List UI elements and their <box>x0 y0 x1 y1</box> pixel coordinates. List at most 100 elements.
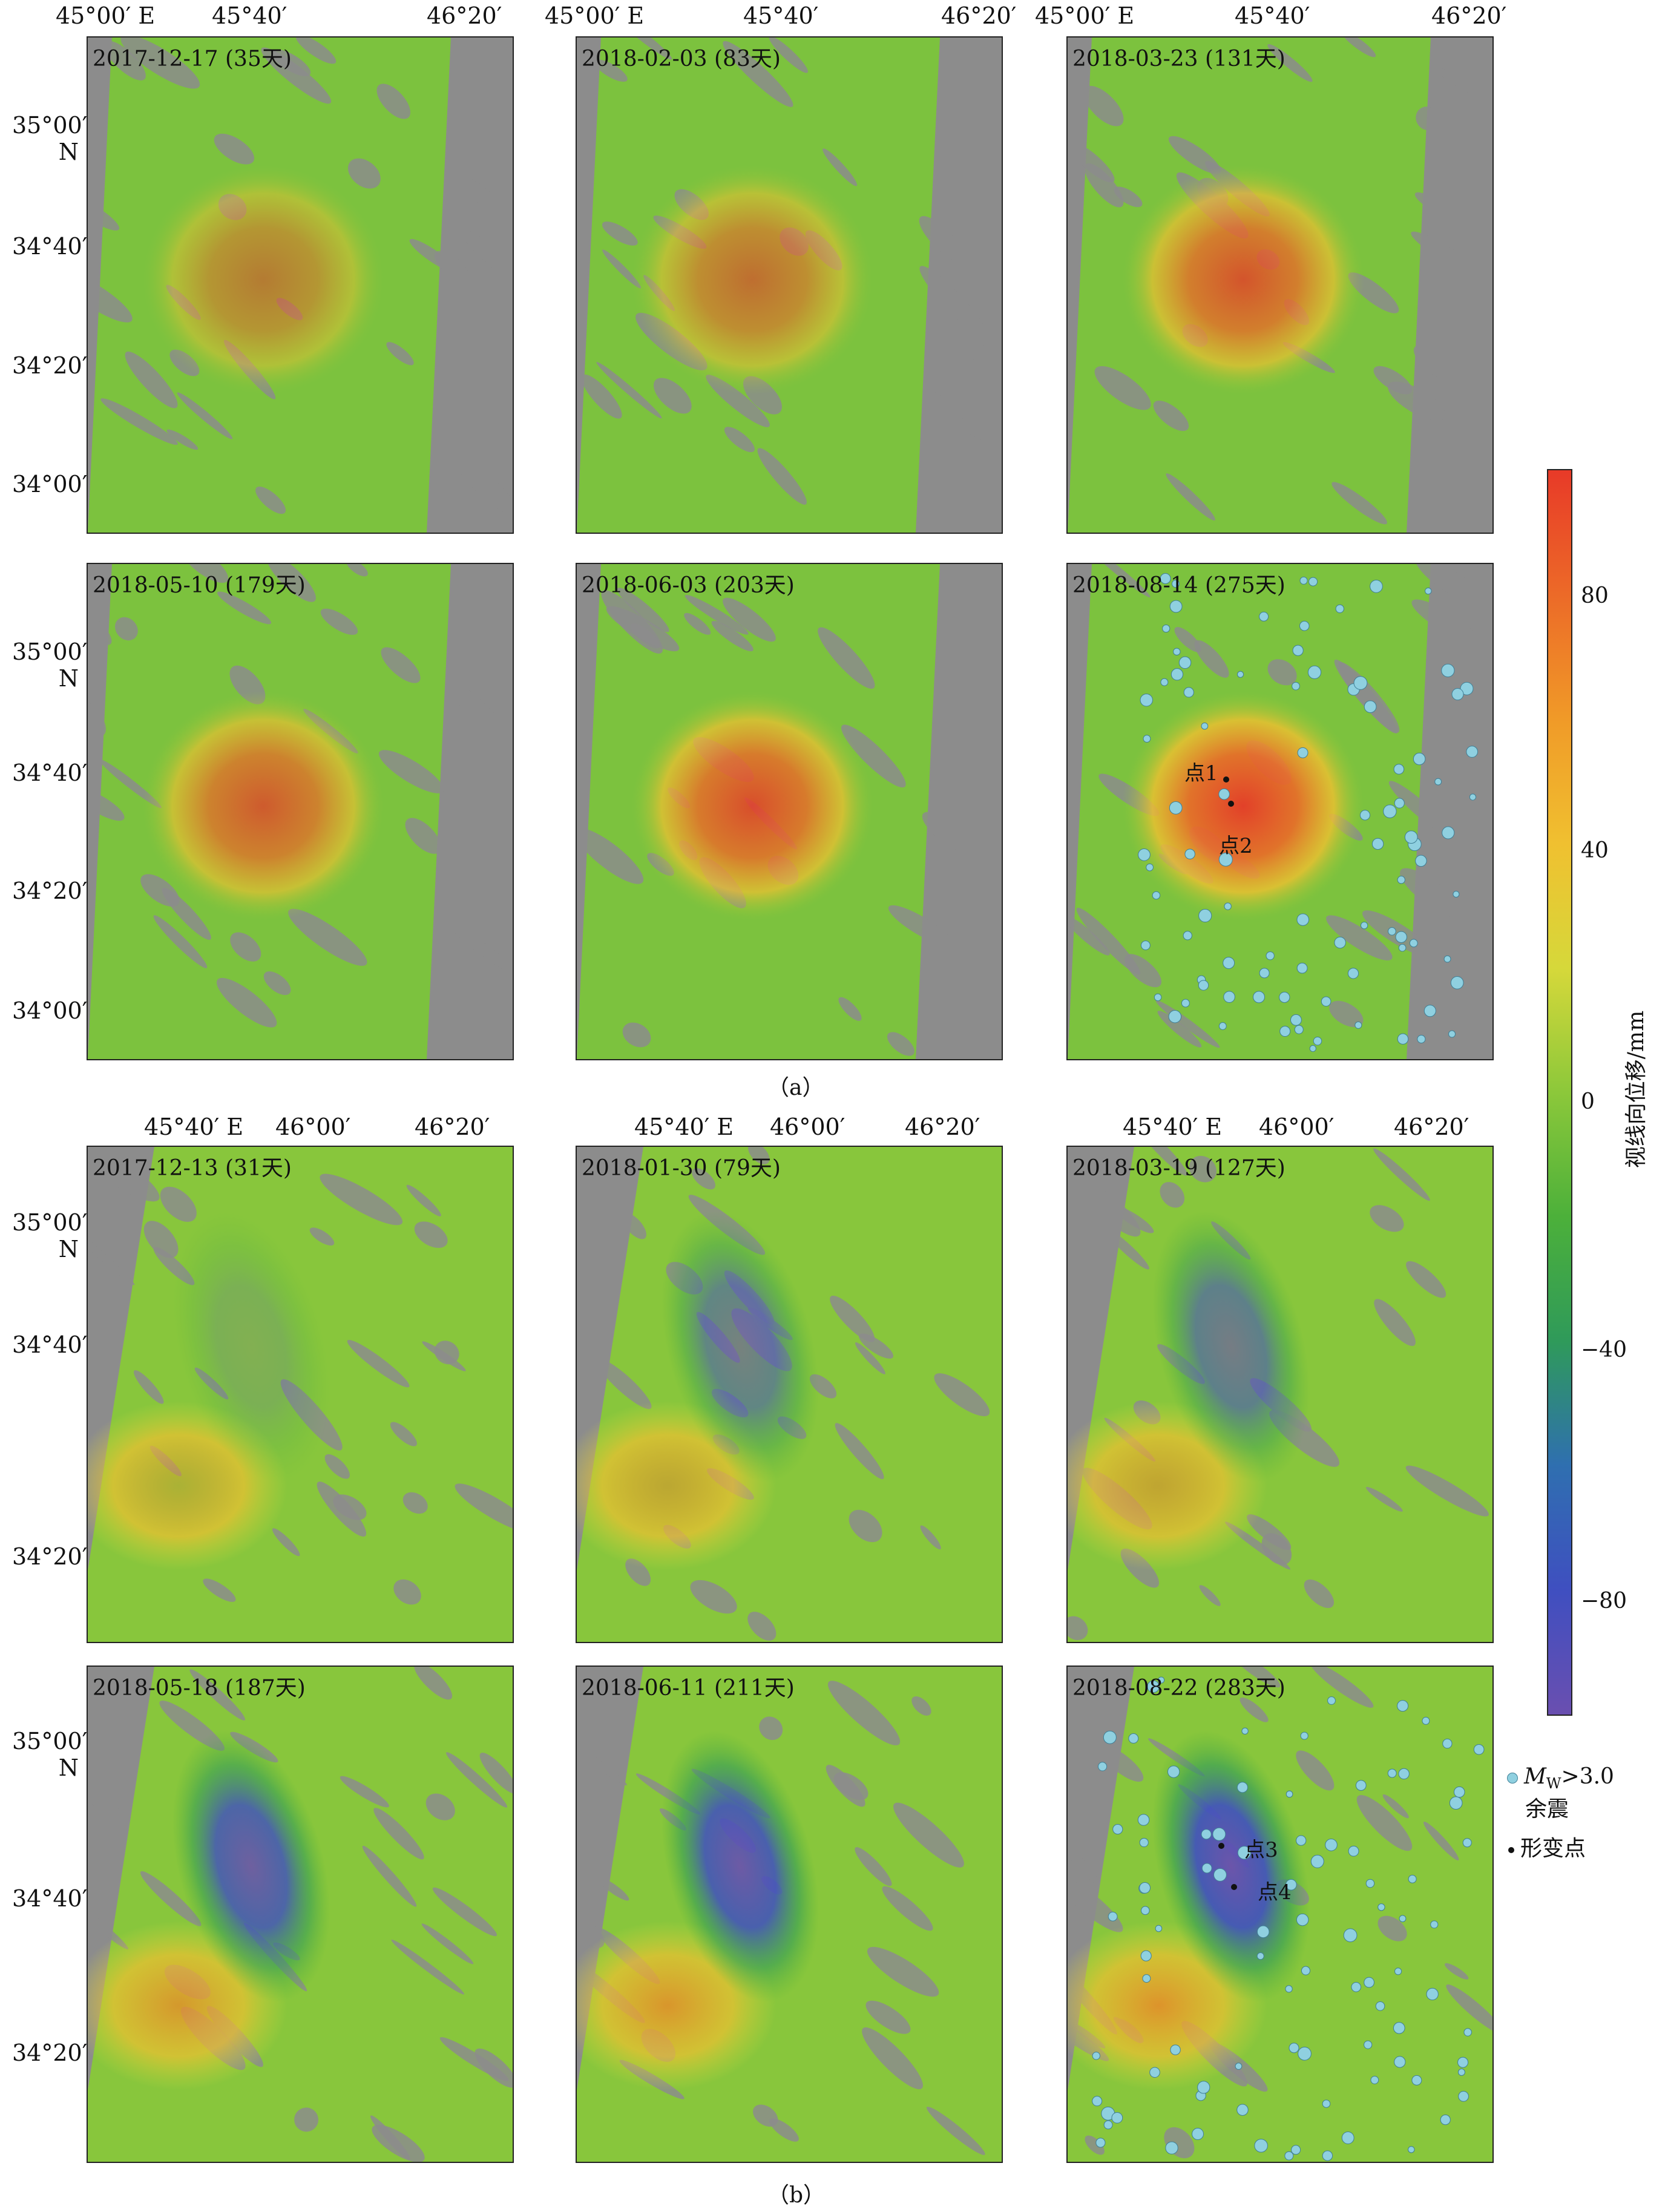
aftershock-marker <box>1152 891 1161 900</box>
no-data-patch <box>862 2027 923 2090</box>
deformation-point-marker <box>1223 776 1229 783</box>
aftershock-marker <box>1236 671 1244 678</box>
aftershock-marker <box>1393 2022 1405 2034</box>
aftershock-marker <box>1218 852 1233 867</box>
no-data-patch <box>1068 1877 1123 1932</box>
no-data-patch <box>928 376 952 398</box>
aftershock-marker <box>1289 2043 1299 2053</box>
no-data-patch <box>1405 1465 1489 1517</box>
aftershock-marker <box>1370 580 1383 593</box>
no-data-patch <box>153 915 208 968</box>
aftershock-marker <box>1160 573 1171 584</box>
no-data-patch <box>1068 1837 1100 1885</box>
panel-date-label: 2018-02-03 (83天) <box>582 47 781 71</box>
no-data-patch <box>120 38 200 89</box>
lon-label-a-r1-c3-1: 45°00′ E <box>1035 2 1135 29</box>
no-data-patch <box>1153 400 1189 432</box>
aftershock-marker <box>1360 921 1368 930</box>
aftershock-marker <box>1213 1868 1227 1882</box>
aftershock-marker <box>1092 2096 1103 2107</box>
no-data-patch <box>1068 1616 1088 1641</box>
no-data-patch <box>919 216 964 262</box>
aftershock-marker <box>1198 980 1209 991</box>
no-data-patch <box>479 1753 513 1794</box>
deformation-map <box>88 1667 513 2162</box>
aftershock-marker <box>1279 1026 1291 1037</box>
aftershock-marker <box>1140 940 1151 951</box>
aftershock-marker <box>1201 1863 1212 1874</box>
colorbar-tick-80: 80 <box>1581 583 1609 608</box>
aftershock-marker <box>1365 1879 1375 1888</box>
subsidence-lobe <box>172 1210 330 1483</box>
aftershock-marker <box>1292 681 1300 691</box>
aftershock-marker <box>1370 2076 1379 2084</box>
point-label-4: 点4 <box>1258 1880 1292 1905</box>
no-data-patch <box>347 1340 410 1388</box>
aftershock-marker <box>1450 976 1464 989</box>
map-panel-a3: 2018-03-23 (131天) <box>1066 36 1494 534</box>
no-data-patch <box>1423 1821 1459 1861</box>
aftershock-marker <box>1359 810 1371 821</box>
no-data-patch <box>594 59 628 82</box>
no-data-patch <box>597 1359 652 1410</box>
no-data-patch <box>1388 781 1452 836</box>
legend-deform-point: 形变点 <box>1508 1831 1586 1862</box>
aftershock-marker <box>1441 663 1455 677</box>
no-data-patch <box>1296 1750 1335 1791</box>
aftershock-marker <box>1291 2145 1301 2155</box>
panel-date-label: 2018-03-19 (127天) <box>1072 1156 1285 1181</box>
aftershock-marker <box>1327 1696 1336 1705</box>
aftershock-marker <box>1092 2052 1100 2060</box>
aftershock-marker <box>1294 1025 1304 1034</box>
lat-label-b-r3-2: 34°40′ <box>12 1331 88 1358</box>
aftershock-marker <box>1235 2063 1243 2070</box>
panel-date-label: 2018-01-30 (79天) <box>582 1156 781 1181</box>
no-data-patch <box>1415 564 1487 606</box>
lon-label-a-r1-c1-3: 46°20′ <box>427 2 502 29</box>
no-data-patch <box>391 1940 465 1995</box>
no-data-patch <box>214 133 255 165</box>
no-data-patch <box>373 1808 424 1860</box>
no-data-patch <box>934 1373 990 1417</box>
no-data-patch <box>432 1887 497 1937</box>
aftershock-marker <box>1442 1738 1453 1749</box>
aftershock-marker <box>1197 2081 1210 2094</box>
lat-label-a-r1-4: 34°00′ <box>12 471 88 497</box>
no-data-patch <box>1068 141 1115 183</box>
map-panel-b6: 2018-08-22 (283天) 点3 点4 <box>1066 1666 1494 2163</box>
legend-aftershock: MW>3.0 <box>1507 1764 1614 1792</box>
aftershock-marker <box>1137 1814 1150 1826</box>
no-data-patch <box>1105 1228 1149 1270</box>
section-b-label: （b） <box>767 2183 826 2208</box>
aftershock-marker <box>1398 1768 1410 1780</box>
panel-date-label: 2017-12-13 (31天) <box>93 1156 292 1181</box>
no-data-patch <box>723 597 776 642</box>
aftershock-marker <box>1425 587 1432 595</box>
no-data-patch <box>166 429 199 450</box>
no-data-patch <box>422 1341 466 1371</box>
aftershock-marker <box>1409 939 1418 948</box>
no-data-patch <box>347 158 381 189</box>
panel-date-label: 2018-05-18 (187天) <box>93 1676 306 1701</box>
map-panel-a1: 2017-12-17 (35天) <box>87 36 514 534</box>
no-data-patch <box>217 977 277 1028</box>
aftershock-marker <box>1292 645 1304 656</box>
uplift-lobe <box>1122 691 1364 921</box>
deform-point-marker-icon <box>1508 1847 1514 1853</box>
no-data-patch <box>1331 482 1387 525</box>
no-data-patch <box>140 874 180 907</box>
no-data-patch <box>1400 868 1463 919</box>
no-data-patch <box>453 456 513 517</box>
no-data-patch <box>1326 915 1393 960</box>
no-data-patch <box>1100 1745 1144 1782</box>
aftershock-marker <box>1466 746 1479 758</box>
no-data-patch <box>841 724 906 788</box>
aftershock-marker <box>1155 1925 1163 1932</box>
colorbar <box>1547 469 1572 1716</box>
lat-label-a-r2-4: 34°00′ <box>12 997 88 1024</box>
map-panel-a4: 2018-05-10 (179天) <box>87 563 514 1060</box>
deformation-map <box>1068 1667 1492 2162</box>
no-data-patch <box>759 1716 783 1741</box>
deformation-map <box>88 564 513 1059</box>
aftershock-marker <box>1394 1967 1402 1975</box>
